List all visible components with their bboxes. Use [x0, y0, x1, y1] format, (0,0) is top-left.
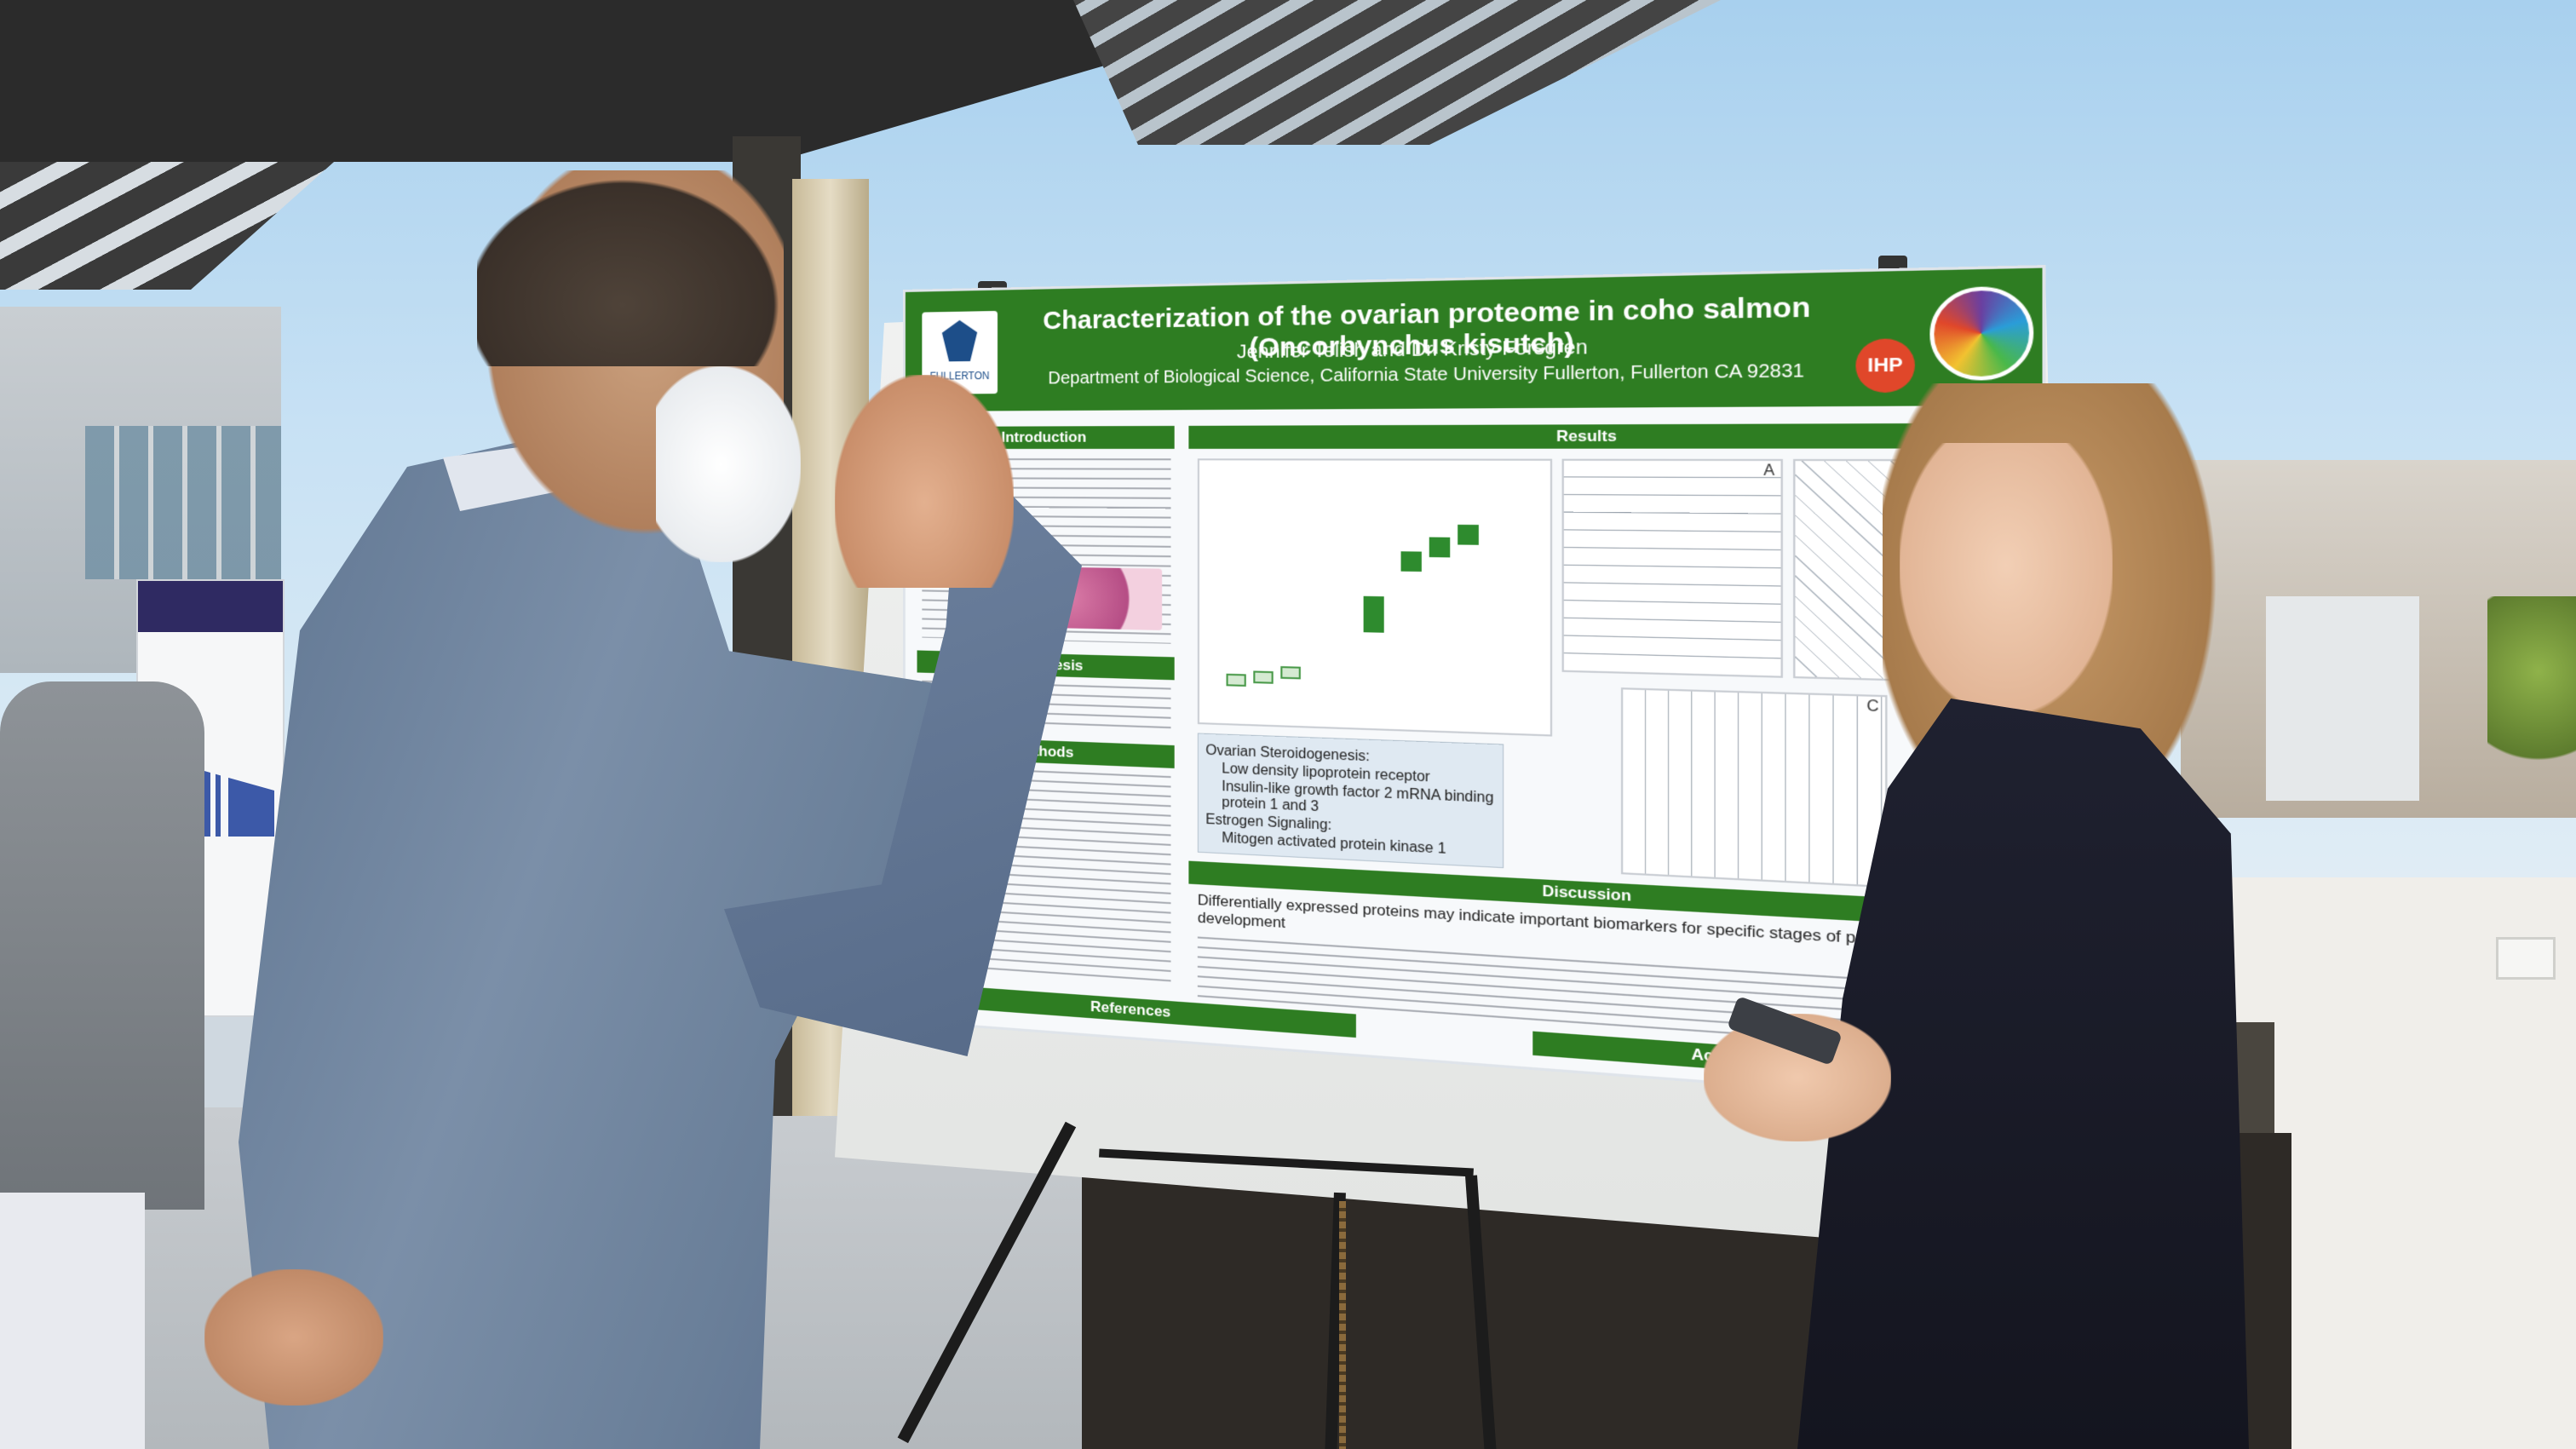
man-lower-hand [204, 1269, 383, 1406]
background-poster-header [138, 581, 283, 632]
attendee-hoodie [0, 681, 204, 1210]
lab-logo [1929, 286, 2033, 381]
face-mask [656, 366, 801, 562]
chart-bar [1401, 551, 1422, 572]
chart-bar [1458, 525, 1479, 545]
chart-box [1280, 666, 1301, 679]
easel-chain [1339, 1201, 1346, 1449]
chart-bar [1429, 538, 1451, 558]
man-raised-hand [835, 375, 1014, 588]
man-hair [477, 162, 801, 366]
figure-letter-a: A [1763, 463, 1774, 480]
poster-header: FULLERTON Characterization of the ovaria… [906, 268, 2043, 411]
steroidogenesis-box: Ovarian Steroidogenesis: Low density lip… [1198, 733, 1504, 868]
chart-box [1253, 670, 1273, 683]
wall-outlet [2496, 937, 2556, 980]
background-building-right-annex [2266, 596, 2419, 801]
presenter-face [1900, 443, 2113, 716]
poster-affiliation: Department of Biological Science, Califo… [1015, 360, 1845, 389]
pathway-figure-a: A [1562, 459, 1783, 678]
figure-letter-c: C [1866, 699, 1878, 716]
tree [2487, 596, 2576, 784]
chart-bar [1364, 596, 1384, 633]
building-windows [85, 426, 281, 579]
attendee-pants [0, 1193, 145, 1449]
protein-abundance-chart [1198, 458, 1552, 736]
pathway-figure-c: C [1621, 687, 1888, 888]
chart-box [1227, 674, 1246, 687]
